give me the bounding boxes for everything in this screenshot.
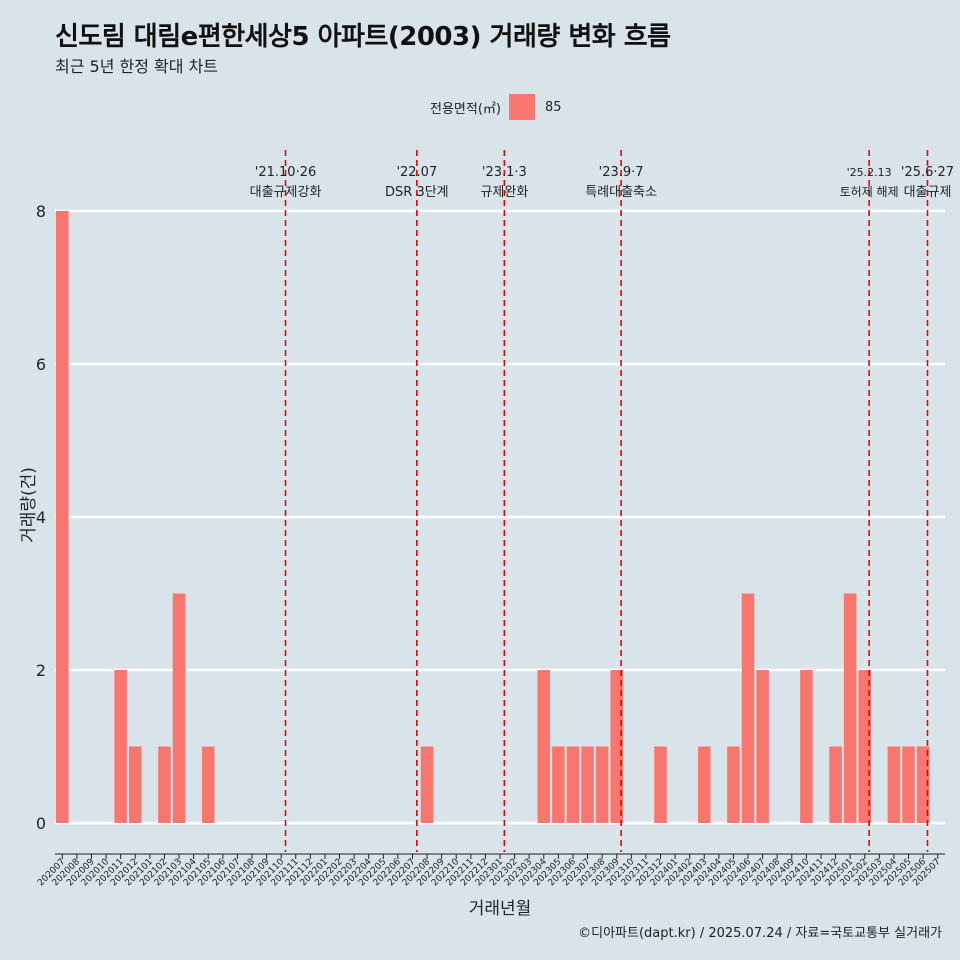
x-axis-title: 거래년월	[469, 899, 532, 919]
bar	[756, 670, 769, 823]
event-date: '21.10·26	[255, 165, 316, 180]
event-date: '25.2.13	[847, 166, 892, 179]
bar	[552, 746, 565, 823]
bar	[537, 670, 551, 823]
bar	[610, 670, 623, 823]
bar	[128, 746, 142, 823]
event-label: 대출규제	[904, 185, 952, 200]
bar	[581, 746, 594, 823]
event-label: 특례대출축소	[585, 185, 657, 200]
chart-subtitle: 최근 5년 한정 확대 차트	[55, 57, 219, 76]
bar	[741, 593, 755, 823]
bar	[800, 670, 813, 823]
chart-title: 신도림 대림e편한세상5 아파트(2003) 거래량 변화 흐름	[55, 22, 671, 52]
legend-title: 전용면적(㎡)	[430, 101, 501, 117]
event-date: '23.9·7	[599, 165, 644, 180]
bar	[158, 746, 171, 823]
event-label: 규제완화	[480, 185, 528, 200]
event-label: 대출규제강화	[250, 185, 322, 200]
event-date: '23.1·3	[482, 165, 527, 180]
bar	[843, 593, 857, 823]
y-tick-label: 4	[36, 508, 46, 527]
bar	[56, 211, 69, 823]
y-tick-label: 8	[36, 202, 46, 221]
event-label: 토허제 해제	[840, 185, 899, 199]
bar	[916, 746, 930, 823]
bar	[566, 746, 580, 823]
legend: 전용면적(㎡) 85	[430, 94, 562, 120]
y-tick-label: 2	[36, 661, 46, 680]
bar	[595, 746, 609, 823]
bar	[172, 593, 186, 823]
source-caption: ©디아파트(dapt.kr) / 2025.07.24 / 자료=국토교통부 실…	[578, 926, 942, 941]
y-tick-label: 0	[36, 814, 46, 833]
legend-item-label: 85	[544, 99, 562, 115]
y-axis-title: 거래량(건)	[19, 467, 39, 543]
bar	[887, 746, 901, 823]
bar	[201, 746, 215, 823]
bar	[114, 670, 127, 823]
bar	[420, 746, 434, 823]
event-date: '25.6·27	[901, 165, 954, 180]
event-date: '22.07	[396, 165, 437, 180]
bar	[654, 746, 667, 823]
y-tick-label: 6	[36, 355, 46, 374]
bar	[727, 746, 740, 823]
bar	[858, 670, 872, 823]
bar	[829, 746, 842, 823]
legend-swatch	[508, 94, 535, 120]
event-label: DSR 3단계	[385, 185, 449, 200]
bar	[697, 746, 711, 823]
bar	[902, 746, 915, 823]
